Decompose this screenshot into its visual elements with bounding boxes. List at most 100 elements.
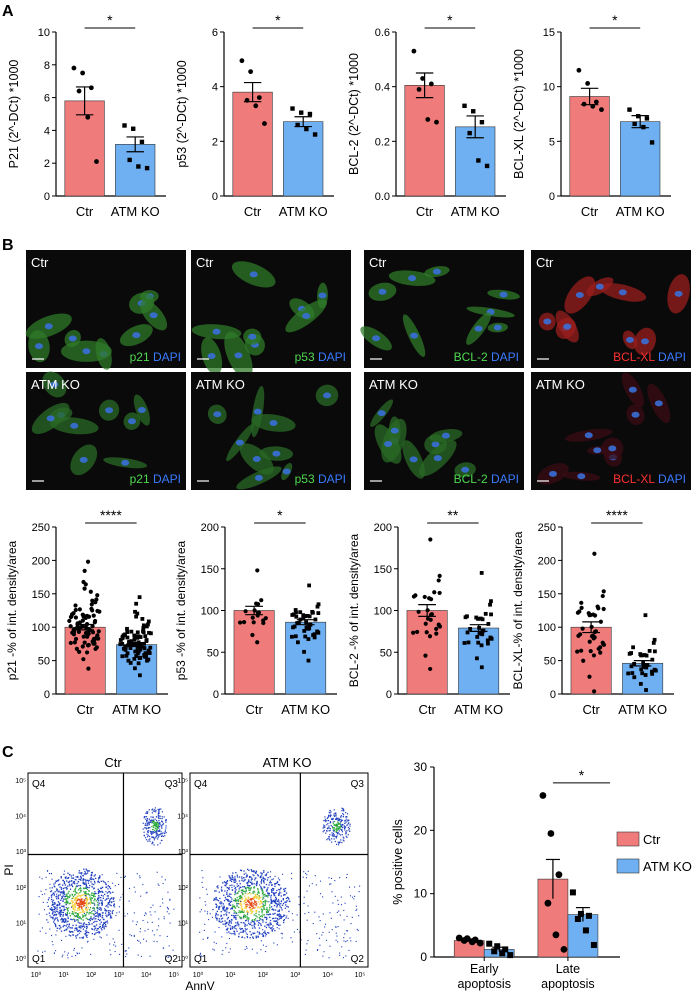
flow-event [248, 875, 251, 878]
flow-event [76, 904, 79, 906]
flow-event [104, 925, 106, 927]
flow-event [218, 921, 220, 923]
flow-event [80, 930, 82, 933]
flow-event [145, 818, 147, 820]
flow-event [331, 832, 333, 834]
data-point [82, 568, 87, 573]
flow-event [253, 890, 255, 892]
data-point [302, 649, 306, 654]
y-axis-label: p53 -% of int. density/area [174, 540, 188, 680]
flow-event [102, 926, 104, 929]
flow-event [240, 904, 242, 906]
data-point [591, 653, 597, 658]
flow-event [244, 930, 246, 932]
flow-event [84, 902, 86, 904]
data-point [593, 99, 599, 105]
flow-event [200, 955, 202, 957]
flow-event [268, 932, 270, 934]
data-point [480, 617, 485, 622]
flow-event [339, 821, 341, 823]
flow-event [101, 924, 104, 927]
flow-event [149, 830, 152, 833]
flow-event [344, 822, 346, 824]
x-tick-label: 10⁵ [355, 972, 366, 979]
flow-event [221, 936, 223, 938]
flow-event [345, 818, 347, 820]
flow-event [232, 904, 234, 906]
flow-event [66, 923, 68, 926]
flow-event [70, 875, 73, 877]
flow-event [341, 831, 344, 833]
flow-event [328, 836, 330, 838]
flow-event [94, 874, 96, 876]
flow-event [254, 901, 257, 903]
flow-event [145, 839, 148, 841]
data-point [579, 648, 584, 653]
flow-event [44, 950, 46, 952]
y-axis-label: BCL-XL-% of int. density/area [511, 531, 525, 689]
flow-event [257, 898, 259, 900]
flow-event [345, 821, 347, 823]
data-point [315, 630, 320, 635]
dapi-stain-label: DAPI [153, 350, 181, 364]
flow-event [328, 814, 330, 817]
flow-event [226, 880, 229, 882]
flow-event [332, 818, 334, 821]
flow-event [240, 895, 242, 897]
micrograph-condition-label: Ctr [31, 255, 49, 270]
flow-event [253, 901, 256, 903]
flow-event [56, 904, 58, 906]
flow-event [292, 919, 294, 921]
flow-event [234, 911, 236, 913]
flow-event [67, 910, 69, 912]
flow-event [241, 879, 243, 882]
flow-event [258, 911, 260, 913]
flow-event [77, 931, 79, 933]
flow-event [229, 948, 231, 950]
flow-event [151, 822, 153, 824]
flow-event [137, 939, 139, 941]
flow-event [245, 889, 247, 891]
flow-event [343, 820, 346, 822]
flow-event [234, 876, 236, 878]
data-point [475, 635, 480, 639]
flow-event [333, 834, 335, 836]
flow-event [262, 934, 265, 936]
flow-event [85, 892, 87, 895]
flow-event [47, 899, 50, 901]
flow-event [83, 883, 85, 885]
flow-event [113, 944, 115, 946]
flow-event [249, 931, 251, 933]
flow-event [260, 900, 263, 902]
flow-event [276, 944, 278, 946]
flow-event [246, 915, 248, 918]
flow-event [62, 879, 64, 882]
flow-event [207, 937, 209, 939]
flow-event [51, 901, 53, 903]
flow-event [326, 830, 328, 832]
flow-event [94, 912, 97, 915]
flow-event [239, 902, 242, 904]
flow-event [240, 928, 242, 931]
flow-event [257, 907, 259, 909]
data-point [581, 658, 586, 663]
flow-event [261, 933, 263, 935]
flow-event [72, 905, 74, 907]
flow-event [68, 923, 71, 925]
flow-event [254, 893, 256, 896]
flow-event [71, 900, 74, 902]
flow-event [85, 923, 87, 926]
flow-event [252, 905, 255, 907]
flow-event [54, 903, 56, 905]
data-point [632, 675, 637, 680]
flow-event [85, 928, 88, 930]
flow-event [97, 927, 99, 930]
flow-event [73, 905, 75, 907]
flow-event [259, 919, 261, 921]
data-point [80, 624, 85, 629]
flow-event [326, 839, 328, 841]
flow-event [71, 926, 73, 929]
data-point [126, 658, 131, 663]
data-point [77, 649, 82, 655]
